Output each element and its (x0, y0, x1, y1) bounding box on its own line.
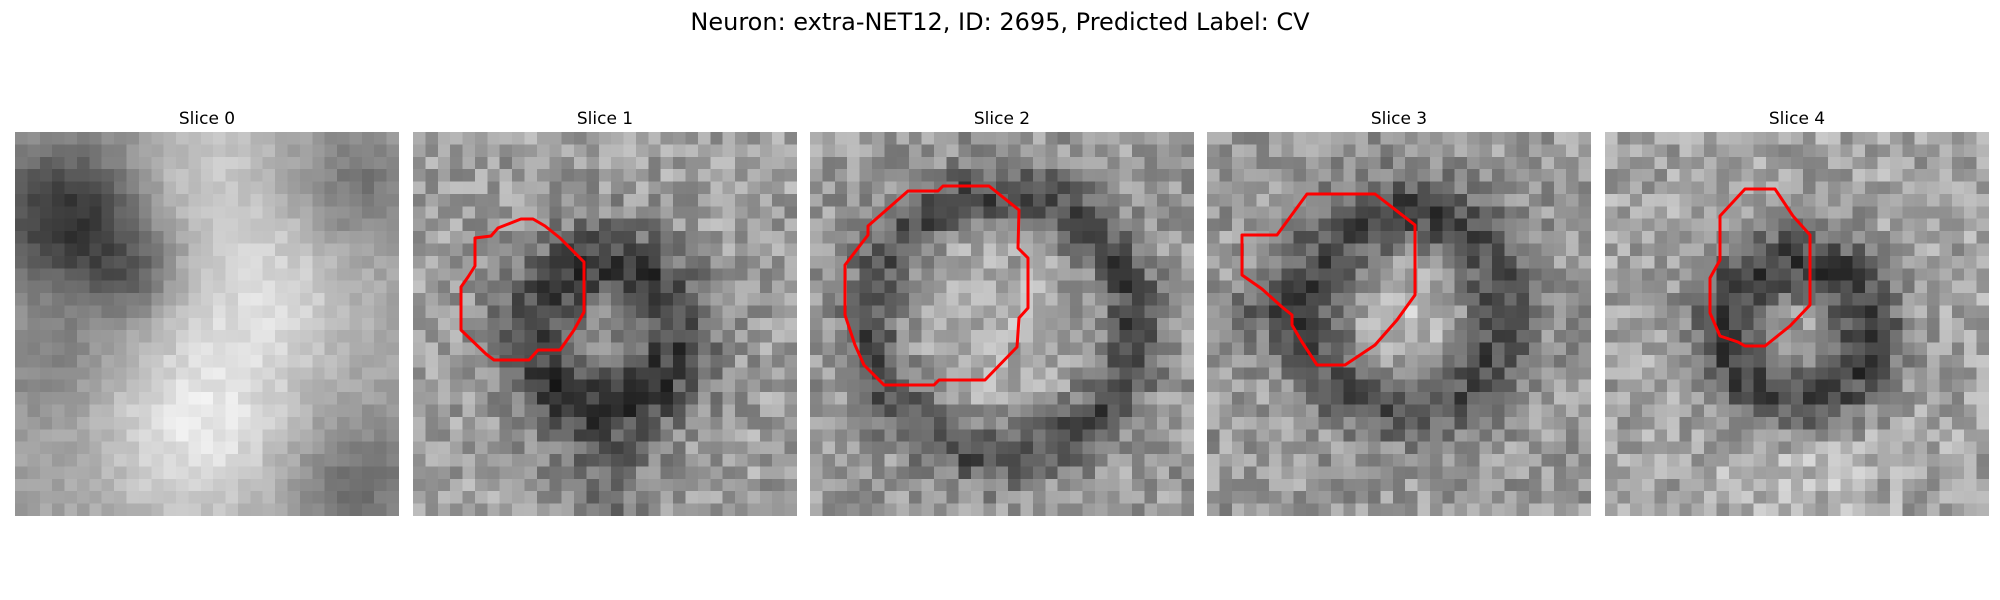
slice-1-image-svg (413, 132, 797, 516)
segmentation-contour (843, 184, 1030, 387)
slice-image (413, 132, 797, 516)
slice-image (1605, 132, 1989, 516)
slice-4-image-svg (1605, 132, 1989, 516)
slice-title: Slice 1 (576, 109, 634, 129)
slice-panel-1: Slice 1 (413, 106, 797, 516)
segmentation-contour (1240, 192, 1417, 367)
slice-panel-3: Slice 3 (1207, 106, 1591, 516)
segmentation-contour (459, 217, 586, 362)
slice-2-image-svg (810, 132, 1194, 516)
slice-3-image-svg (1207, 132, 1591, 516)
slice-image (15, 132, 399, 516)
segmentation-contour (1708, 187, 1812, 348)
slice-panel-4: Slice 4 (1605, 106, 1989, 516)
figure-title: Neuron: extra-NET12, ID: 2695, Predicted… (690, 8, 1310, 36)
slice-image (810, 132, 1194, 516)
slice-title: Slice 0 (178, 109, 236, 129)
slice-panel-2: Slice 2 (810, 106, 1194, 516)
slice-title: Slice 3 (1370, 109, 1428, 129)
slice-panel-0: Slice 0 (15, 106, 399, 516)
slice-title: Slice 4 (1768, 109, 1826, 129)
slice-0-image-svg (15, 132, 399, 516)
slice-title: Slice 2 (973, 109, 1031, 129)
slice-image (1207, 132, 1591, 516)
